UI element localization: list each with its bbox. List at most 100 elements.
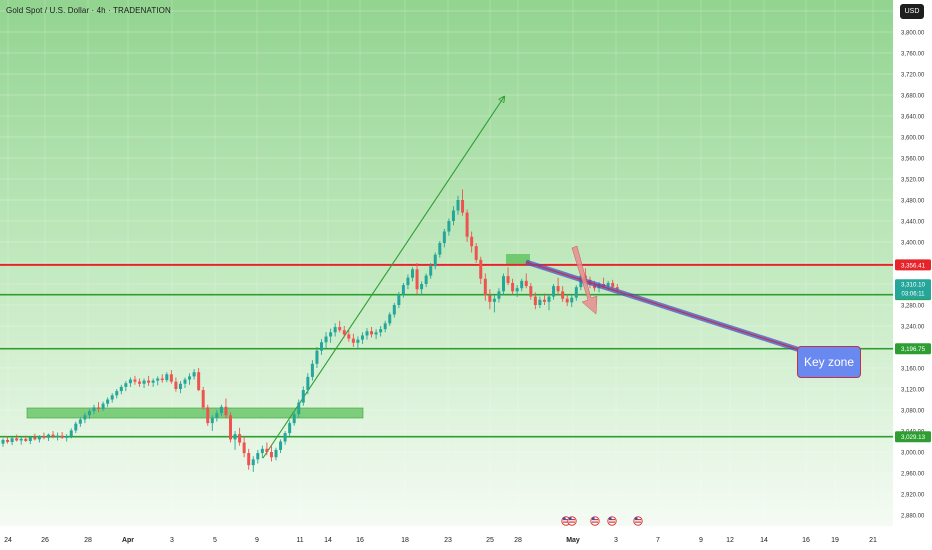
x-tick-label: 26 [41,537,49,544]
candle-body [497,291,501,299]
event-flag-stripe [569,519,575,521]
candle-body [342,330,346,335]
y-tick-label: 3,560.00 [901,157,925,163]
y-tick-label: 3,400.00 [901,241,925,247]
candle-body [251,459,255,466]
candle-body [87,411,91,416]
chart-title: Gold Spot / U.S. Dollar · 4h · TRADENATI… [6,6,171,15]
y-tick-label: 3,120.00 [901,388,925,394]
y-tick-label: 3,520.00 [901,178,925,184]
candle-body [360,335,364,340]
event-flag-stripe [563,521,569,523]
candle-body [370,331,374,335]
candle-body [219,406,223,414]
candle-body [33,437,37,440]
demand-zone [26,407,364,419]
price-levels [0,263,893,438]
candle-body [138,381,141,384]
currency-button[interactable]: USD [900,4,924,19]
candle-body [611,282,615,288]
event-flag-canton [609,517,612,520]
y-tick-label: 3,280.00 [901,304,925,310]
candle-body [397,294,401,305]
countdown-label: 03:06:11 [902,292,926,298]
candle-body [151,380,155,383]
event-flag-icon[interactable] [607,516,617,526]
level-tag: 3,196.75 [901,346,926,353]
candle-body [83,415,87,420]
price-scale-background[interactable] [893,0,932,550]
candle-body [247,453,251,466]
candle-body [442,231,446,244]
y-tick-label: 3,640.00 [901,115,925,121]
candle-body [552,286,556,297]
x-tick-label: 16 [802,537,810,544]
candle-body [233,434,237,440]
candle-body [97,407,101,409]
event-flag-stripe [609,519,615,521]
candle-body [260,448,264,454]
event-flag-icon[interactable] [567,516,577,526]
y-tick-label: 3,160.00 [901,367,925,373]
y-tick-label: 3,760.00 [901,52,925,58]
candle-body [547,296,551,302]
y-tick-label: 3,080.00 [901,409,925,415]
candle-body [206,407,210,424]
candle-body [197,372,201,391]
candle-body [515,288,519,292]
candle-body [333,327,337,333]
candle-body [415,269,419,290]
candle-body [19,438,23,441]
candle-body [465,212,469,237]
candle-body [306,376,310,391]
x-tick-label: 25 [486,537,494,544]
y-tick-label: 3,680.00 [901,94,925,100]
candle-body [420,284,424,290]
candle-body [310,363,314,377]
y-tick-label: 2,960.00 [901,472,925,478]
event-markers[interactable] [561,516,643,526]
candle-body [74,423,78,431]
candle-body [265,448,269,452]
y-tick-label: 2,920.00 [901,493,925,499]
event-flag-canton [592,517,595,520]
event-flag-icon[interactable] [590,516,600,526]
candle-body [324,336,328,343]
candle-body [447,221,451,232]
candle-body [165,374,169,381]
level-tag: 3,356.41 [901,262,926,269]
candle-body [379,329,383,333]
candle-body [356,339,360,343]
event-flag-stripe [635,521,641,523]
candle-body [556,286,560,292]
event-flag-stripe [563,519,569,521]
candle-body [492,298,496,302]
y-tick-label: 3,600.00 [901,136,925,142]
x-tick-label: 16 [356,537,364,544]
candle-body [392,305,396,315]
candle-body [242,442,246,454]
candle-body [192,372,196,377]
event-flag-icon[interactable] [633,516,643,526]
candle-body [374,332,378,335]
time-axis[interactable]: 24 26 28 Apr 3 5 9 11 14 16 18 23 25 28 May 3 7 9 12 14 16 19… [4,537,877,544]
candle-body [488,295,492,302]
x-tick-label: 21 [869,537,877,544]
candle-body [429,266,433,276]
candle-body [188,376,192,380]
candle-body [24,438,28,441]
candle-body [65,436,69,438]
down-arrow [571,245,598,315]
candle-body [215,413,219,418]
candle-body [338,327,342,331]
candle-body [174,381,178,389]
time-scale-background[interactable] [0,526,893,550]
candles [1,189,619,472]
event-flag-stripe [609,521,615,523]
x-tick-label: 28 [84,537,92,544]
candle-body [320,342,323,351]
candle-body [451,210,455,221]
projection-line-edge [525,261,801,351]
